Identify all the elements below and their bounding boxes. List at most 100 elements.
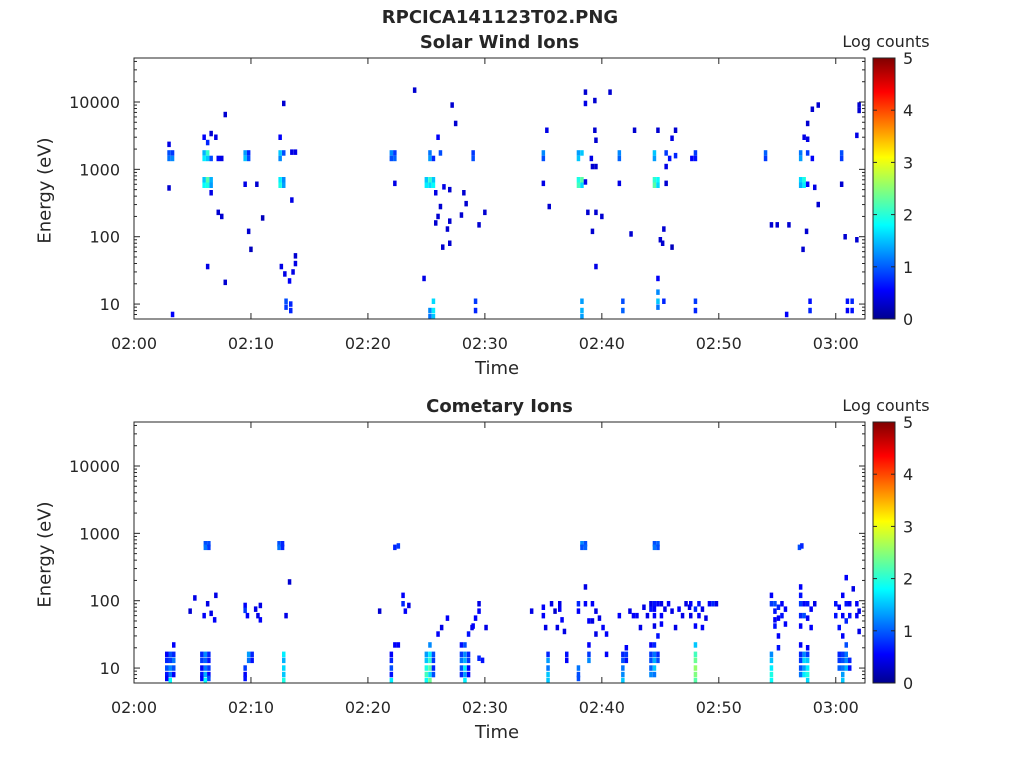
spectrogram-cell: [580, 298, 584, 304]
spectrogram-cell: [816, 201, 820, 208]
spectrogram-cell: [389, 150, 394, 156]
spectrogram-cell: [805, 120, 810, 127]
spectrogram-cell: [555, 624, 560, 631]
spectrogram-cell: [656, 127, 660, 133]
spectrogram-cell: [700, 606, 705, 612]
spectrogram-cell: [209, 190, 213, 196]
spectrogram-cell: [805, 150, 810, 156]
spectrogram-cell: [652, 150, 657, 156]
spectrogram-cell: [207, 541, 211, 547]
spectrogram-cell: [396, 642, 401, 648]
colorbar-tick-label: 1: [903, 622, 913, 641]
spectrogram-cell: [576, 150, 581, 156]
spectrogram-cell: [200, 671, 204, 678]
spectrogram-cell: [659, 612, 664, 619]
spectrogram-cell: [590, 163, 595, 170]
spectrogram-cell: [808, 307, 812, 314]
spectrogram-cell: [624, 651, 629, 658]
spectrogram-cell: [209, 610, 213, 617]
spectrogram-cell: [258, 617, 263, 623]
panel2-title: Cometary Ions: [426, 396, 573, 417]
spectrogram-cell: [587, 618, 591, 624]
spectrogram-cell: [617, 612, 622, 619]
spectrogram-cell: [284, 298, 288, 304]
spectrogram-cell: [844, 618, 848, 624]
spectrogram-cell: [693, 677, 698, 684]
spectrogram-cell: [168, 671, 172, 678]
spectrogram-cell: [583, 601, 588, 607]
spectrogram-cell: [813, 184, 817, 191]
spectrogram-cell: [670, 135, 674, 141]
spectrogram-cell: [798, 651, 803, 658]
spectrogram-cell: [773, 617, 777, 623]
spectrogram-cell: [220, 155, 224, 162]
plot-frame: [133, 57, 866, 320]
spectrogram-cell: [839, 181, 844, 187]
spectrogram-cell: [841, 651, 845, 658]
spectrogram-cell: [170, 155, 175, 162]
spectrogram-cell: [656, 177, 660, 183]
spectrogram-cell: [769, 671, 774, 678]
spectrogram-cell: [431, 307, 436, 314]
spectrogram-cell: [841, 612, 845, 619]
x-tick-label: 03:00: [813, 334, 859, 353]
spectrogram-cell: [652, 541, 657, 547]
spectrogram-cell: [656, 304, 660, 310]
spectrogram-cell: [652, 671, 657, 678]
spectrogram-cell: [621, 298, 625, 304]
spectrogram-cell: [441, 244, 445, 250]
spectrogram-cell: [802, 134, 806, 140]
spectrogram-cell: [200, 657, 204, 664]
spectrogram-cell: [282, 665, 286, 671]
spectrogram-cell: [601, 624, 605, 631]
spectrogram-cell: [589, 155, 594, 162]
spectrogram-cell: [707, 601, 712, 607]
spectrogram-cell: [422, 275, 426, 282]
spectrogram-cell: [837, 604, 841, 610]
spectrogram-cell: [583, 541, 588, 547]
spectrogram-cell: [652, 155, 657, 162]
spectrogram-cell: [660, 240, 665, 246]
spectrogram-cell: [168, 665, 172, 671]
spectrogram-cell: [604, 651, 609, 658]
spectrogram-cell: [780, 601, 784, 607]
spectrogram-cell: [249, 246, 253, 253]
spectrogram-cell: [580, 150, 584, 156]
spectrogram-cell: [776, 604, 781, 610]
spectrogram-cell: [203, 651, 208, 658]
spectrogram-cell: [594, 163, 598, 170]
spectrogram-cell: [466, 665, 471, 671]
spectrogram-cell: [855, 601, 859, 607]
spectrogram-cell: [798, 150, 803, 156]
spectrogram-cell: [396, 543, 401, 549]
spectrogram-cell: [855, 132, 859, 139]
spectrogram-cell: [216, 209, 220, 216]
spectrogram-cell: [223, 279, 227, 286]
spectrogram-cell: [587, 657, 591, 664]
spectrogram-cell: [642, 604, 646, 610]
spectrogram-cell: [805, 136, 810, 142]
spectrogram-cell: [562, 628, 567, 635]
spectrogram-cell: [652, 665, 657, 671]
spectrogram-cell: [656, 298, 660, 304]
spectrogram-cell: [546, 651, 550, 658]
colorbar-tick-label: 1: [903, 258, 913, 277]
spectrogram-cell: [459, 642, 464, 648]
spectrogram-cell: [209, 155, 213, 162]
spectrogram-cell: [436, 134, 440, 140]
spectrogram-cell: [207, 544, 211, 551]
spectrogram-cell: [583, 100, 588, 107]
spectrogram-cell: [282, 657, 286, 664]
spectrogram-cell: [649, 642, 653, 648]
spectrogram-cell: [652, 177, 657, 183]
spectrogram-cell: [424, 657, 429, 664]
spectrogram-cell: [580, 541, 584, 547]
spectrogram-cell: [689, 601, 693, 607]
spectrogram-cell: [855, 237, 859, 243]
spectrogram-cell: [663, 606, 667, 612]
spectrogram-cell: [293, 260, 298, 267]
spectrogram-cell: [202, 150, 206, 156]
spectrogram-cell: [207, 671, 211, 678]
spectrogram-cell: [466, 671, 471, 678]
spectrogram-cell: [203, 677, 208, 684]
